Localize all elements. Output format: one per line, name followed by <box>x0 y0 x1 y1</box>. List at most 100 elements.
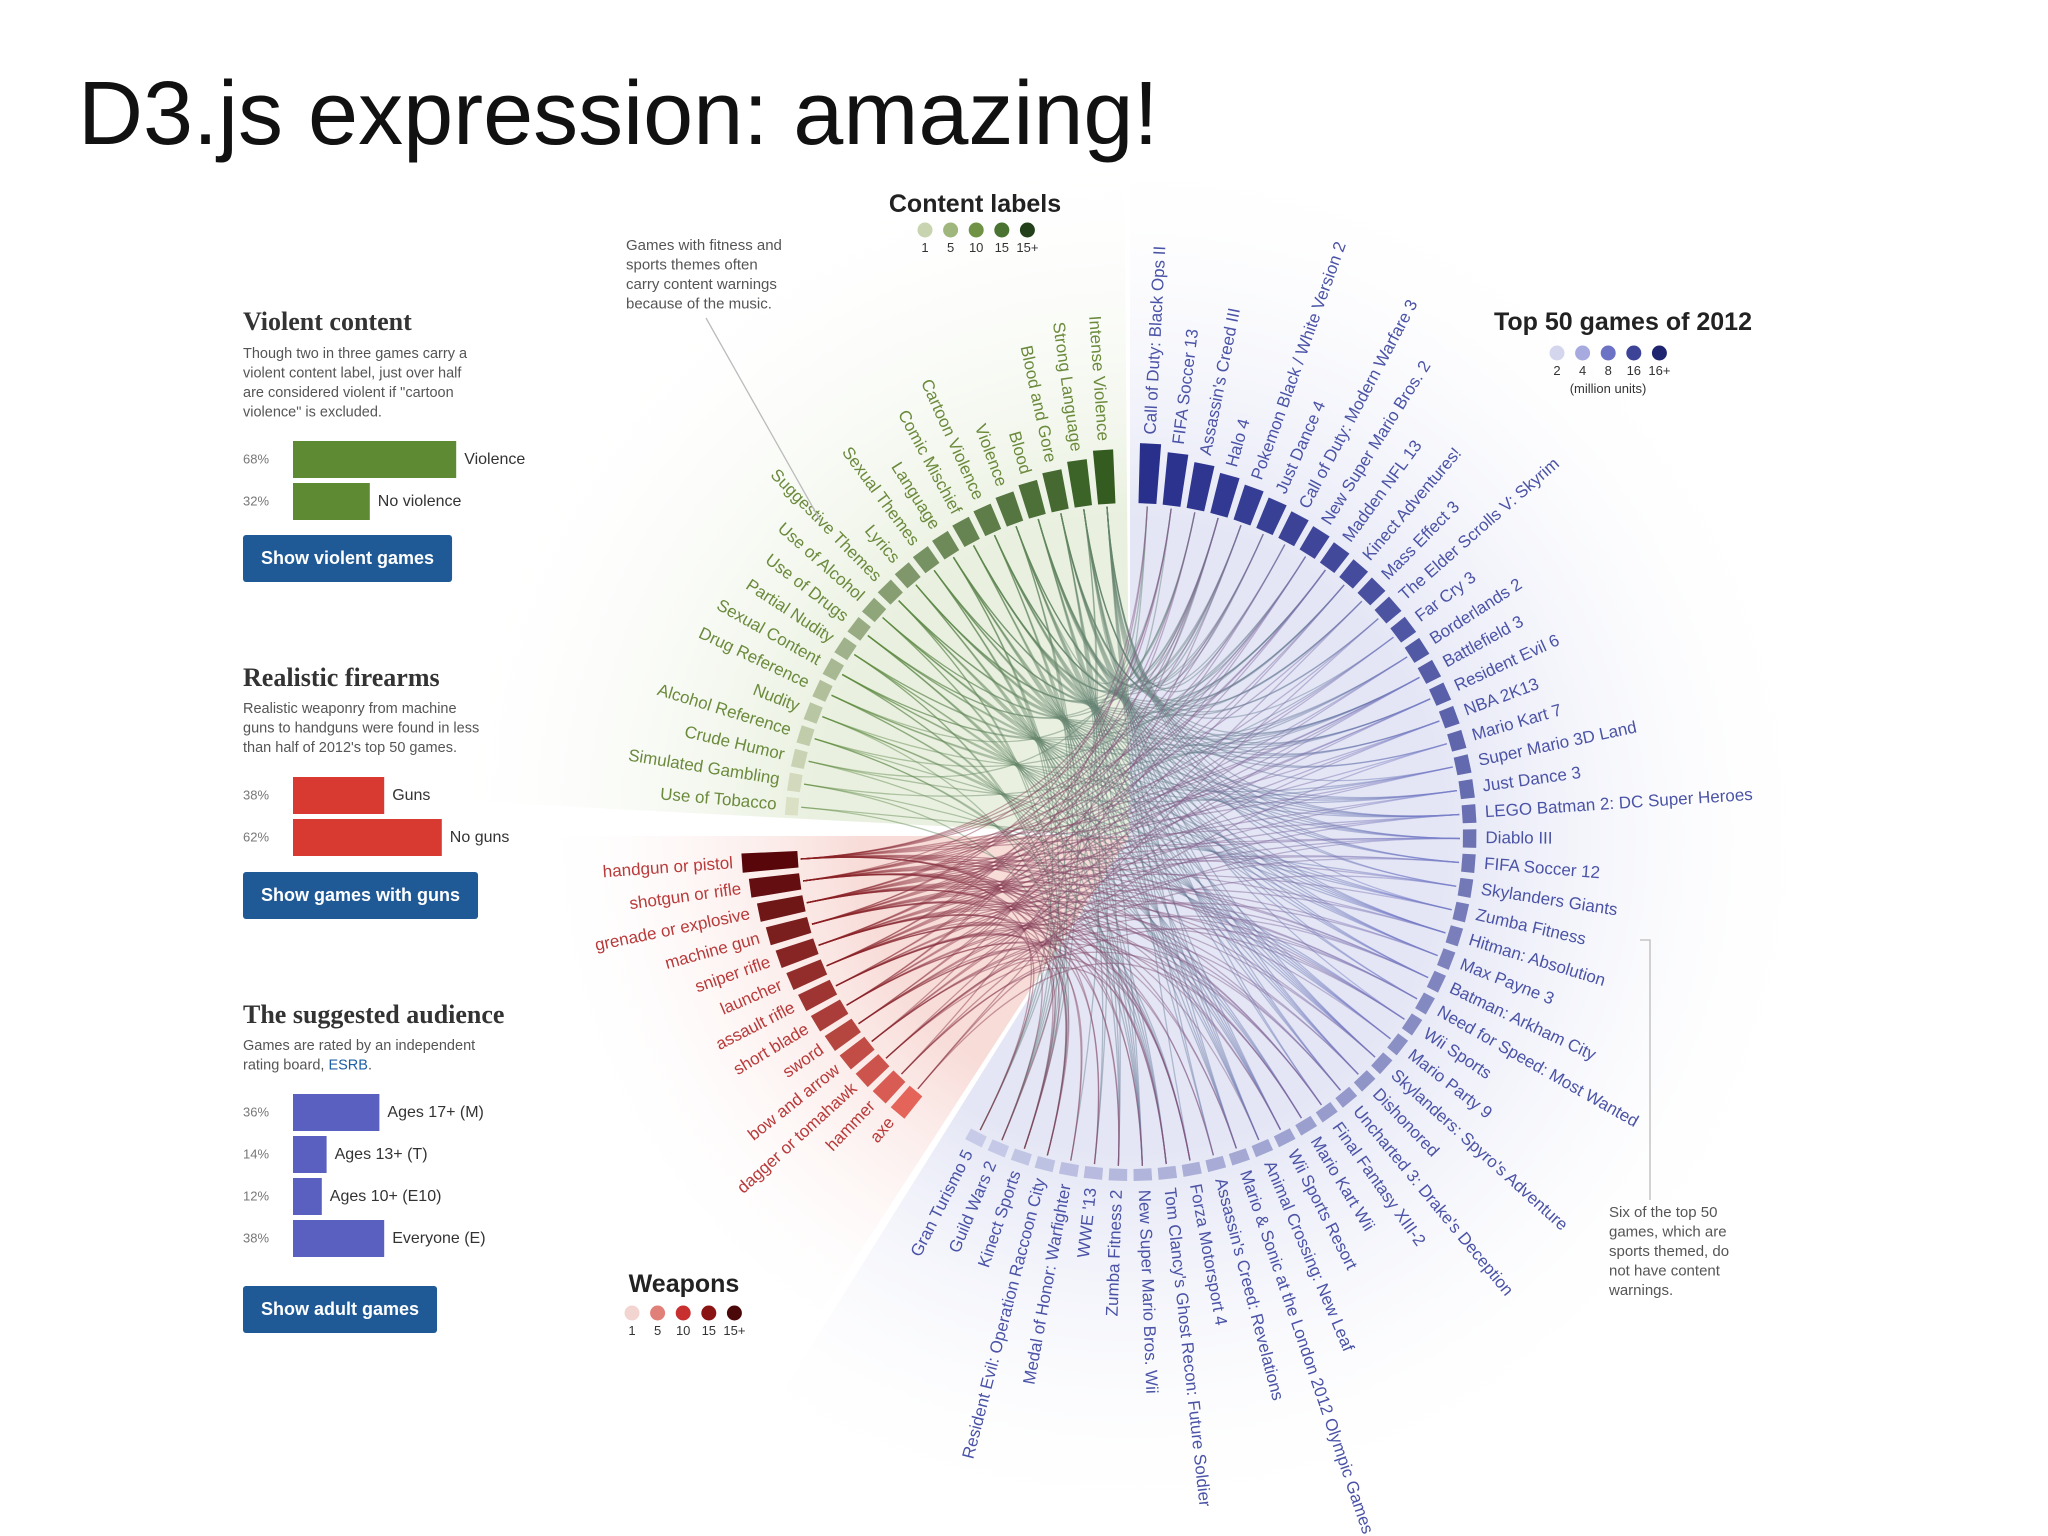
chord <box>822 656 1408 769</box>
wheel-bar <box>765 917 812 946</box>
panel-description: Though two in three games carry a <box>243 346 468 362</box>
legend-note: (million units) <box>1570 381 1647 396</box>
chord <box>802 636 1394 882</box>
legend-swatch <box>726 1305 742 1321</box>
wheel-bar <box>1401 1013 1423 1036</box>
percent-bar <box>293 1178 322 1215</box>
annotation: sports themes often <box>626 257 758 274</box>
annotation: carry content warnings <box>626 276 777 293</box>
chord <box>806 790 1457 904</box>
wheel-bar <box>1067 459 1093 508</box>
panel-button[interactable]: Show games with guns <box>243 872 479 919</box>
percent-bar <box>293 1136 327 1173</box>
wheel-bar <box>803 702 823 724</box>
chord <box>871 517 1219 1042</box>
description-text: rating board, <box>243 1058 328 1074</box>
chord <box>802 600 1363 882</box>
chord <box>882 584 1345 726</box>
button-background[interactable] <box>243 535 453 582</box>
chord <box>1037 518 1457 887</box>
chord <box>885 875 1457 1059</box>
chord <box>1083 509 1453 782</box>
button-background[interactable] <box>243 872 479 919</box>
panel-description: rating board, ESRB. <box>243 1058 372 1074</box>
wheel-bar <box>1374 596 1402 624</box>
chord <box>818 766 1453 946</box>
chord <box>900 967 1167 1165</box>
percent-bar <box>293 441 457 478</box>
wheel-label: Zumba Fitness 2 <box>1103 1189 1126 1316</box>
chord <box>835 837 1460 987</box>
legend-title: Weapons <box>629 1270 740 1298</box>
panel-description: Realistic weaponry from machine <box>243 701 457 717</box>
legend-tick: 15+ <box>1016 240 1038 255</box>
percent-bar <box>293 1220 385 1257</box>
wheel-bar <box>1018 479 1046 519</box>
chord <box>802 508 1172 882</box>
chord <box>800 556 1307 860</box>
legend-swatch <box>994 222 1010 238</box>
chord <box>1015 506 1148 685</box>
chord <box>818 533 1264 946</box>
percent-label: 38% <box>243 1230 269 1245</box>
percent-bar <box>293 483 370 520</box>
legend-title: Content labels <box>889 190 1061 218</box>
legend-swatch <box>917 222 933 238</box>
chord <box>800 720 1440 860</box>
wheel-bar <box>872 1070 906 1104</box>
wheel-bar <box>1315 1101 1338 1123</box>
bar-label: Everyone (E) <box>392 1230 485 1247</box>
wheel-bar <box>1462 829 1477 848</box>
button-label[interactable]: Show adult games <box>261 1299 419 1319</box>
chord <box>835 544 1286 987</box>
chord <box>811 512 1196 925</box>
wheel-bar <box>1404 637 1430 663</box>
wheel-bar <box>741 850 799 873</box>
wheel-bar <box>1205 1155 1227 1173</box>
chord <box>917 962 1302 1119</box>
legend-swatch <box>701 1305 717 1321</box>
button-label[interactable]: Show violent games <box>261 548 434 568</box>
legend-tick: 1 <box>921 240 928 255</box>
chord <box>800 813 1460 860</box>
annotation: not have content <box>1609 1263 1721 1280</box>
chord <box>1106 506 1191 1161</box>
chord <box>802 868 1429 979</box>
percent-bar <box>293 1094 380 1131</box>
annotation-leader <box>1640 939 1651 1200</box>
button-background[interactable] <box>243 1286 438 1333</box>
chord <box>802 676 1420 882</box>
percent-label: 38% <box>243 787 269 802</box>
chord <box>1060 513 1394 719</box>
wheel-bar <box>834 637 857 661</box>
wheel-bar <box>1157 1165 1178 1180</box>
chord <box>993 534 1418 1000</box>
wheel-bar <box>1133 1168 1153 1182</box>
legend-tick: 2 <box>1553 363 1560 378</box>
panel-button[interactable]: Show adult games <box>243 1286 438 1333</box>
annotation: games, which are <box>1609 1224 1727 1241</box>
annotation: Games with fitness and <box>626 237 782 254</box>
chord <box>885 959 1060 1149</box>
wheel-bar <box>824 1018 861 1052</box>
esrb-link[interactable]: ESRB <box>328 1058 368 1074</box>
chord <box>804 636 1394 797</box>
panel-button[interactable]: Show violent games <box>243 535 453 582</box>
chord <box>826 900 1429 979</box>
wheel-bar <box>1108 1168 1128 1182</box>
wheel-bar <box>1429 682 1452 706</box>
slide-title: D3.js expression: amazing! <box>78 64 1158 164</box>
legend-swatch <box>650 1305 666 1321</box>
wheel-bar <box>796 725 815 747</box>
button-label[interactable]: Show games with guns <box>261 885 460 905</box>
background-weapons <box>530 836 1130 1340</box>
percent-bar <box>293 819 442 856</box>
percent-label: 14% <box>243 1146 269 1161</box>
percent-label: 32% <box>243 493 269 508</box>
chord <box>871 676 1420 1042</box>
chord <box>831 512 1196 743</box>
wheel-bar <box>1339 559 1369 589</box>
wheel-bar <box>1445 925 1464 947</box>
wheel-bar <box>1371 1052 1393 1075</box>
chord <box>811 890 1418 1000</box>
